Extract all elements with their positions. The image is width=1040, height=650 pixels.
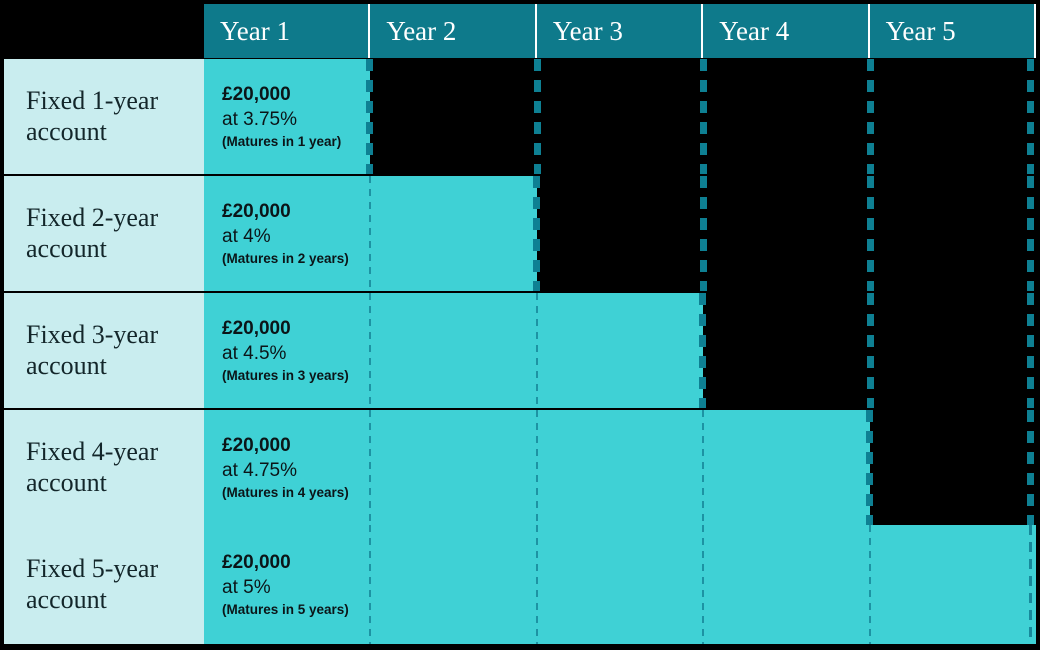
- account-label: Fixed 1-year account: [4, 59, 204, 174]
- account-label: Fixed 2-year account: [4, 176, 204, 291]
- table-row: Fixed 1-year account £20,000 at 3.75% (M…: [4, 59, 1036, 174]
- year-boundary-dashed-line: [867, 59, 874, 174]
- year-boundary-dashed-line: [700, 59, 707, 174]
- year-boundary-dashed-line: [1027, 176, 1034, 291]
- year-boundary-dashed-line: [369, 293, 371, 408]
- column-header-year-1: Year 1: [220, 15, 291, 46]
- maturity-note: (Matures in 1 year): [222, 134, 342, 149]
- column-header-year-3: Year 3: [534, 4, 701, 58]
- year-boundary-dashed-line: [867, 293, 874, 408]
- interest-rate: at 4.75%: [222, 460, 297, 481]
- row-timeline: £20,000 at 4.5% (Matures in 3 years): [204, 293, 1036, 408]
- table-row: Fixed 4-year account £20,000 at 4.75% (M…: [4, 410, 1036, 525]
- year-boundary-dashed-line: [369, 410, 371, 525]
- deposit-amount: £20,000: [222, 201, 291, 222]
- year-boundary-dashed-line: [1027, 59, 1034, 174]
- year-boundary-dashed-line: [369, 176, 371, 291]
- table-row: Fixed 2-year account £20,000 at 4% (Matu…: [4, 176, 1036, 291]
- row-timeline: £20,000 at 4.75% (Matures in 4 years): [204, 410, 1036, 525]
- interest-rate: at 4%: [222, 226, 271, 247]
- account-label-text: Fixed 1-year account: [26, 86, 159, 146]
- account-label: Fixed 4-year account: [4, 410, 204, 525]
- table-body: Fixed 1-year account £20,000 at 3.75% (M…: [4, 59, 1036, 644]
- year-boundary-dashed-line: [1027, 410, 1034, 525]
- row-timeline: £20,000 at 4% (Matures in 2 years): [204, 176, 1036, 291]
- table-row: Fixed 3-year account £20,000 at 4.5% (Ma…: [4, 293, 1036, 408]
- maturity-note: (Matures in 3 years): [222, 368, 349, 383]
- interest-rate: at 4.5%: [222, 343, 287, 364]
- deposit-amount: £20,000: [222, 318, 291, 339]
- year-boundary-dashed-line: [536, 410, 538, 525]
- term-bar: £20,000 at 3.75% (Matures in 1 year): [204, 59, 370, 174]
- year-boundary-dashed-line: [702, 525, 704, 644]
- account-label-text: Fixed 4-year account: [26, 437, 159, 497]
- deposit-amount: £20,000: [222, 84, 291, 105]
- year-boundary-dashed-line: [536, 293, 538, 408]
- term-bar: £20,000 at 4.5% (Matures in 3 years): [204, 293, 703, 408]
- year-boundary-dashed-line: [533, 176, 540, 291]
- account-label: Fixed 3-year account: [4, 293, 204, 408]
- year-boundary-dashed-line: [869, 525, 871, 644]
- year-boundary-dashed-line: [369, 525, 371, 644]
- year-boundary-dashed-line: [1027, 293, 1034, 408]
- year-boundary-dashed-line: [1029, 525, 1032, 644]
- year-boundary-dashed-line: [534, 59, 541, 174]
- column-header-year-4: Year 4: [701, 4, 867, 58]
- year-boundary-dashed-line: [536, 525, 538, 644]
- column-header-year-5: Year 5: [867, 4, 1034, 58]
- year-boundary-dashed-line: [700, 176, 707, 291]
- deposit-amount: £20,000: [222, 435, 291, 456]
- year-boundary-dashed-line: [867, 176, 874, 291]
- maturity-note: (Matures in 4 years): [222, 485, 349, 500]
- column-header-year-2: Year 2: [368, 4, 534, 58]
- year-boundary-dashed-line: [699, 293, 706, 408]
- year-header-row: Year 1 Year 2 Year 3 Year 4 Year 5: [204, 4, 1036, 58]
- interest-rate: at 3.75%: [222, 109, 297, 130]
- interest-rate: at 5%: [222, 577, 271, 598]
- row-timeline: £20,000 at 5% (Matures in 5 years): [204, 525, 1036, 644]
- year-boundary-dashed-line: [866, 410, 873, 525]
- account-label-text: Fixed 3-year account: [26, 320, 159, 380]
- maturity-note: (Matures in 2 years): [222, 251, 349, 266]
- account-label: Fixed 5-year account: [4, 525, 204, 644]
- account-label-text: Fixed 2-year account: [26, 203, 159, 263]
- term-bar: £20,000 at 5% (Matures in 5 years): [204, 525, 1036, 644]
- table-row: Fixed 5-year account £20,000 at 5% (Matu…: [4, 525, 1036, 644]
- row-timeline: £20,000 at 3.75% (Matures in 1 year): [204, 59, 1036, 174]
- year-boundary-dashed-line: [366, 59, 373, 174]
- year-boundary-dashed-line: [702, 410, 704, 525]
- account-label-text: Fixed 5-year account: [26, 554, 159, 614]
- deposit-amount: £20,000: [222, 552, 291, 573]
- maturity-note: (Matures in 5 years): [222, 602, 349, 617]
